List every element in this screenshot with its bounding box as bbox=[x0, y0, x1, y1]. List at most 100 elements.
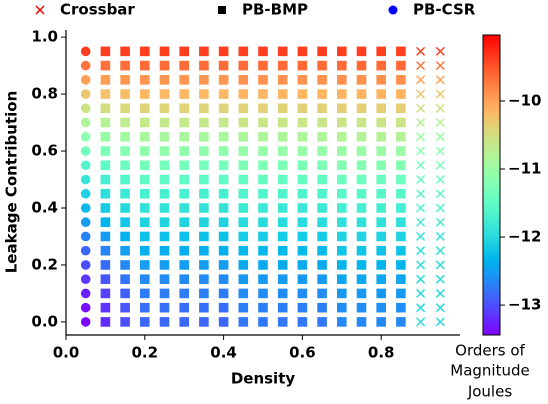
data-point bbox=[396, 174, 406, 185]
data-point bbox=[376, 75, 386, 85]
data-point bbox=[179, 188, 189, 199]
data-point bbox=[396, 188, 406, 199]
data-point bbox=[199, 231, 209, 242]
data-point bbox=[218, 75, 229, 85]
data-point bbox=[100, 302, 111, 313]
data-point bbox=[120, 146, 130, 156]
legend-marker bbox=[388, 5, 398, 15]
data-point bbox=[238, 60, 249, 71]
y-axis-label: Leakage Contribution bbox=[3, 91, 21, 274]
data-point bbox=[356, 146, 367, 156]
data-point bbox=[80, 160, 91, 171]
data-point bbox=[179, 75, 189, 85]
data-point bbox=[159, 260, 170, 270]
data-point bbox=[376, 260, 386, 270]
data-point bbox=[396, 103, 406, 114]
data-point bbox=[416, 274, 426, 284]
colorbar bbox=[482, 34, 501, 336]
colorbar-tick-label: −12 bbox=[508, 228, 541, 246]
data-point bbox=[238, 46, 249, 57]
data-point bbox=[179, 103, 189, 114]
data-point bbox=[80, 317, 91, 327]
data-point bbox=[396, 302, 406, 313]
x-tick-label: 0.4 bbox=[210, 344, 237, 362]
data-point bbox=[238, 302, 249, 313]
data-point bbox=[80, 231, 91, 242]
data-point bbox=[356, 174, 367, 185]
data-point bbox=[238, 146, 249, 156]
plot-area bbox=[80, 46, 445, 327]
data-point bbox=[258, 260, 268, 270]
colorbar-tick-label: −10 bbox=[508, 91, 541, 109]
data-point bbox=[218, 160, 229, 171]
data-point bbox=[120, 317, 130, 327]
data-point bbox=[356, 160, 367, 171]
data-point bbox=[337, 174, 347, 185]
data-point bbox=[218, 274, 229, 284]
data-point bbox=[435, 103, 445, 113]
data-point bbox=[100, 60, 111, 71]
data-point bbox=[100, 260, 111, 270]
data-point bbox=[140, 103, 150, 114]
data-point bbox=[317, 160, 327, 171]
data-point bbox=[238, 160, 249, 171]
data-point bbox=[376, 174, 386, 185]
y-tick-label: 0.4 bbox=[31, 198, 58, 216]
data-point bbox=[80, 174, 91, 185]
data-point bbox=[159, 103, 170, 114]
data-point bbox=[199, 260, 209, 270]
data-point bbox=[258, 317, 268, 327]
data-point bbox=[80, 288, 91, 299]
data-point bbox=[258, 103, 268, 114]
data-point bbox=[218, 188, 229, 199]
data-point bbox=[80, 217, 91, 228]
data-point bbox=[337, 260, 347, 270]
data-point bbox=[159, 75, 170, 85]
data-point bbox=[376, 203, 386, 213]
data-point bbox=[396, 75, 406, 85]
data-point bbox=[140, 46, 150, 57]
data-point bbox=[199, 317, 209, 327]
data-point bbox=[218, 245, 229, 256]
y-tick-label: 1.0 bbox=[31, 28, 58, 46]
data-point bbox=[199, 103, 209, 114]
data-point bbox=[100, 174, 111, 185]
data-point bbox=[317, 231, 327, 242]
data-point bbox=[80, 103, 91, 114]
data-point bbox=[238, 288, 249, 299]
data-point bbox=[258, 302, 268, 313]
data-point bbox=[140, 89, 150, 99]
x-tick-label: 0.0 bbox=[53, 344, 80, 362]
data-point bbox=[80, 46, 91, 57]
data-point bbox=[396, 317, 406, 327]
data-point bbox=[218, 60, 229, 71]
data-point bbox=[277, 231, 288, 242]
data-point bbox=[140, 188, 150, 199]
data-point bbox=[416, 303, 426, 313]
data-point bbox=[356, 317, 367, 327]
data-point bbox=[258, 174, 268, 185]
data-point bbox=[218, 174, 229, 185]
data-point bbox=[337, 317, 347, 327]
data-point bbox=[80, 117, 91, 128]
data-point bbox=[80, 131, 91, 142]
data-point bbox=[80, 260, 91, 270]
data-point bbox=[140, 131, 150, 142]
data-point bbox=[317, 89, 327, 99]
data-point bbox=[199, 217, 209, 228]
data-point bbox=[120, 131, 130, 142]
data-point bbox=[435, 189, 445, 199]
data-point bbox=[238, 317, 249, 327]
colorbar-tick-label: −13 bbox=[508, 296, 541, 314]
data-point bbox=[317, 146, 327, 156]
data-point bbox=[179, 317, 189, 327]
data-point bbox=[159, 131, 170, 142]
data-point bbox=[120, 302, 130, 313]
data-point bbox=[238, 131, 249, 142]
data-point bbox=[337, 160, 347, 171]
data-point bbox=[317, 245, 327, 256]
data-point bbox=[199, 245, 209, 256]
data-point bbox=[140, 302, 150, 313]
data-point bbox=[179, 131, 189, 142]
